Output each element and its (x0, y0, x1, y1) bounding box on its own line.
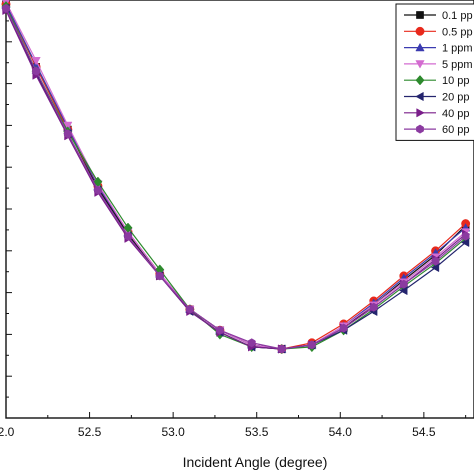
legend-marker (416, 108, 425, 118)
legend-label: 40 pp (442, 108, 470, 120)
legend-marker (416, 11, 424, 19)
legend-label: 1 ppm (442, 43, 473, 55)
legend-box (395, 3, 474, 141)
data-point (32, 66, 40, 76)
data-point (63, 129, 72, 139)
legend-label: 20 pp (442, 92, 470, 104)
x-tick-label: 53.5 (245, 425, 269, 439)
series-layer (1, 0, 471, 355)
data-point (185, 304, 194, 314)
legend-label: 60 pp (442, 124, 470, 136)
data-point (399, 279, 408, 289)
series-line (5, 8, 466, 350)
axes: 2.0 52.5 53.0 53.5 54.0 54.5 (0, 0, 474, 439)
legend-marker (415, 75, 425, 86)
x-tick-label: 54.5 (412, 425, 436, 439)
legend-marker (415, 26, 425, 36)
data-point (63, 121, 73, 131)
legend-marker (416, 124, 424, 134)
series-line (5, 1, 466, 350)
x-tick-label: 54.0 (329, 425, 353, 439)
data-point (31, 57, 41, 66)
data-point (369, 302, 378, 312)
x-axis-title: Incident Angle (degree) (183, 454, 328, 470)
legend-marker (415, 91, 424, 102)
data-point (277, 344, 286, 354)
x-tick-label: 2.0 (0, 425, 15, 439)
data-point (339, 323, 348, 333)
data-point (307, 340, 316, 350)
series-line (5, 6, 466, 350)
data-point (247, 338, 256, 348)
x-tick-label: 53.0 (161, 425, 185, 439)
legend: 0.1 pp 0.5 pp 1 ppm 5 ppm 10 pp 20 pp 40 pp 60 … (395, 3, 474, 141)
legend-label: 0.5 pp (442, 26, 473, 38)
data-point (216, 325, 224, 335)
x-tick-label: 52.5 (78, 425, 102, 439)
legend-label: 0.1 pp (442, 10, 473, 22)
legend-label: 10 pp (442, 75, 470, 87)
series-8 (2, 3, 470, 354)
data-point (431, 256, 440, 266)
data-point (124, 231, 132, 241)
legend-marker (415, 42, 425, 52)
data-point (2, 3, 10, 13)
legend-marker (415, 60, 425, 69)
data-point (94, 185, 102, 195)
data-point (155, 271, 164, 281)
data-point (461, 231, 470, 241)
legend-label: 5 ppm (442, 59, 473, 71)
